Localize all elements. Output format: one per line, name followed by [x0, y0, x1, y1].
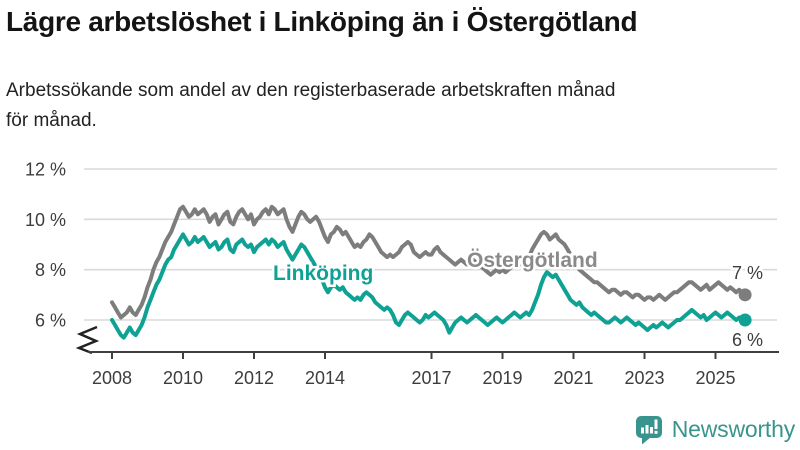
x-axis-tick-label: 2021 — [553, 368, 593, 388]
end-value-label-linkoping: 6 % — [732, 330, 763, 350]
logo-exclamation-dot — [654, 430, 658, 434]
x-axis-tick-label: 2017 — [411, 368, 451, 388]
x-axis-tick-label: 2025 — [695, 368, 735, 388]
series-label-linkoping: Linköping — [273, 262, 373, 285]
line-chart: 12 % 10 % 8 % 6 % Linköping Östergötland 7 … — [25, 160, 779, 388]
newsworthy-logo-icon — [635, 416, 662, 445]
y-axis-tick-label: 6 % — [35, 311, 66, 331]
chart-subtitle: Arbetssökande som andel av den registerb… — [6, 76, 776, 136]
y-axis-tick-label: 12 % — [25, 160, 66, 180]
subtitle-line-2: för månad. — [6, 110, 97, 131]
x-axis-tick-label: 2008 — [92, 368, 132, 388]
logo-bar-2 — [645, 425, 649, 434]
series-end-dots — [738, 288, 752, 327]
logo-bar-3 — [649, 427, 653, 434]
chart-title: Lägre arbetslöshet i Linköping än i Öste… — [6, 6, 638, 37]
y-axis-tick-label: 10 % — [25, 210, 66, 230]
x-axis-labels: 2008 2010 2012 2014 2017 2019 2021 2023 2025 — [92, 368, 736, 388]
series-end-dot — [738, 288, 752, 302]
x-axis-tick-label: 2019 — [482, 368, 522, 388]
logo-bar-1 — [640, 427, 644, 434]
x-axis-tick-label: 2010 — [163, 368, 203, 388]
newsworthy-logo-text: Newsworthy — [671, 416, 795, 442]
subtitle-line-1: Arbetssökande som andel av den registerb… — [6, 80, 616, 101]
newsworthy-logo: Newsworthy — [634, 414, 795, 445]
series-line-linkoping — [110, 232, 748, 340]
gridlines — [84, 168, 777, 321]
y-axis-labels: 12 % 10 % 8 % 6 % — [25, 160, 66, 331]
logo-exclamation-bar — [654, 419, 658, 429]
x-axis-tick-label: 2014 — [305, 368, 345, 388]
series-line-ostergotland — [110, 204, 748, 320]
x-axis-tick-label: 2012 — [234, 368, 274, 388]
y-axis-tick-label: 8 % — [35, 260, 66, 280]
end-value-label-ostergotland: 7 % — [732, 263, 763, 283]
series-end-dot — [738, 313, 752, 327]
series-label-ostergotland: Östergötland — [467, 249, 598, 272]
x-axis-ticks — [111, 352, 717, 359]
y-axis-break-icon — [75, 325, 100, 355]
x-axis-tick-label: 2023 — [624, 368, 664, 388]
